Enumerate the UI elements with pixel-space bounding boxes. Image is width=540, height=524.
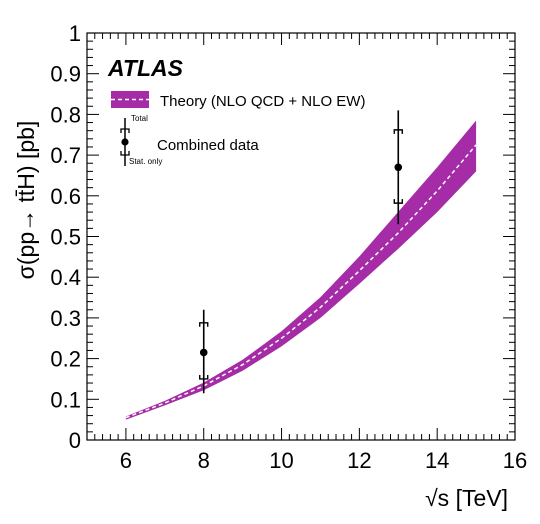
y-tick-label: 0.3: [50, 306, 81, 331]
data-stat-bracket-top: [199, 322, 209, 327]
x-tick-label: 8: [198, 448, 210, 473]
y-tick-label: 0.8: [50, 102, 81, 127]
x-tick-label: 10: [269, 448, 293, 473]
data-marker: [199, 348, 208, 357]
data-stat-bracket-bottom: [393, 199, 403, 204]
legend-data-marker: [121, 138, 129, 146]
y-tick-label: 0.7: [50, 143, 81, 168]
axes: [86, 32, 516, 441]
legend: Theory (NLO QCD + NLO EW) Total Stat. on…: [111, 91, 365, 166]
data-point-1: [393, 110, 403, 225]
legend-stat-only-label: Stat. only: [129, 157, 162, 166]
data-points-layer: [199, 110, 403, 394]
tick-labels: 6 8 10 12 14 16 0 0.1 0.2 0.3 0.4 0.5 0.6 0.7 0.8 0.9 1: [50, 21, 527, 473]
legend-data-label: Combined data: [157, 137, 259, 154]
y-tick-label: 0: [69, 428, 81, 453]
legend-total-label: Total: [131, 114, 148, 123]
data-point-0: [199, 309, 209, 394]
legend-stat-bracket-bottom: [120, 151, 130, 156]
y-tick-label: 0.5: [50, 225, 81, 250]
y-tick-label: 0.4: [50, 265, 81, 290]
data-stat-bracket-top: [393, 129, 403, 134]
x-tick-label: 6: [120, 448, 132, 473]
legend-theory-swatch: [111, 91, 149, 108]
atlas-label: ATLAS: [107, 55, 184, 81]
x-tick-label: 12: [347, 448, 371, 473]
theory-band-layer: [125, 120, 477, 420]
y-tick-label: 0.1: [50, 387, 81, 412]
data-stat-bracket-bottom: [199, 374, 209, 380]
y-tick-label: 0.2: [50, 347, 81, 372]
y-tick-label: 0.9: [50, 62, 81, 87]
y-axis-title: σ(pp→ tt̄H) [pb]: [13, 121, 39, 280]
x-tick-label: 16: [503, 448, 527, 473]
legend-theory-label: Theory (NLO QCD + NLO EW): [160, 93, 365, 110]
theory-band: [125, 120, 477, 420]
x-axis-title: √s [TeV]: [425, 485, 508, 511]
legend-stat-bracket-top: [120, 128, 130, 133]
y-tick-label: 1: [69, 21, 81, 46]
data-marker: [394, 163, 403, 172]
x-tick-label: 14: [425, 448, 449, 473]
y-tick-label: 0.6: [50, 184, 81, 209]
